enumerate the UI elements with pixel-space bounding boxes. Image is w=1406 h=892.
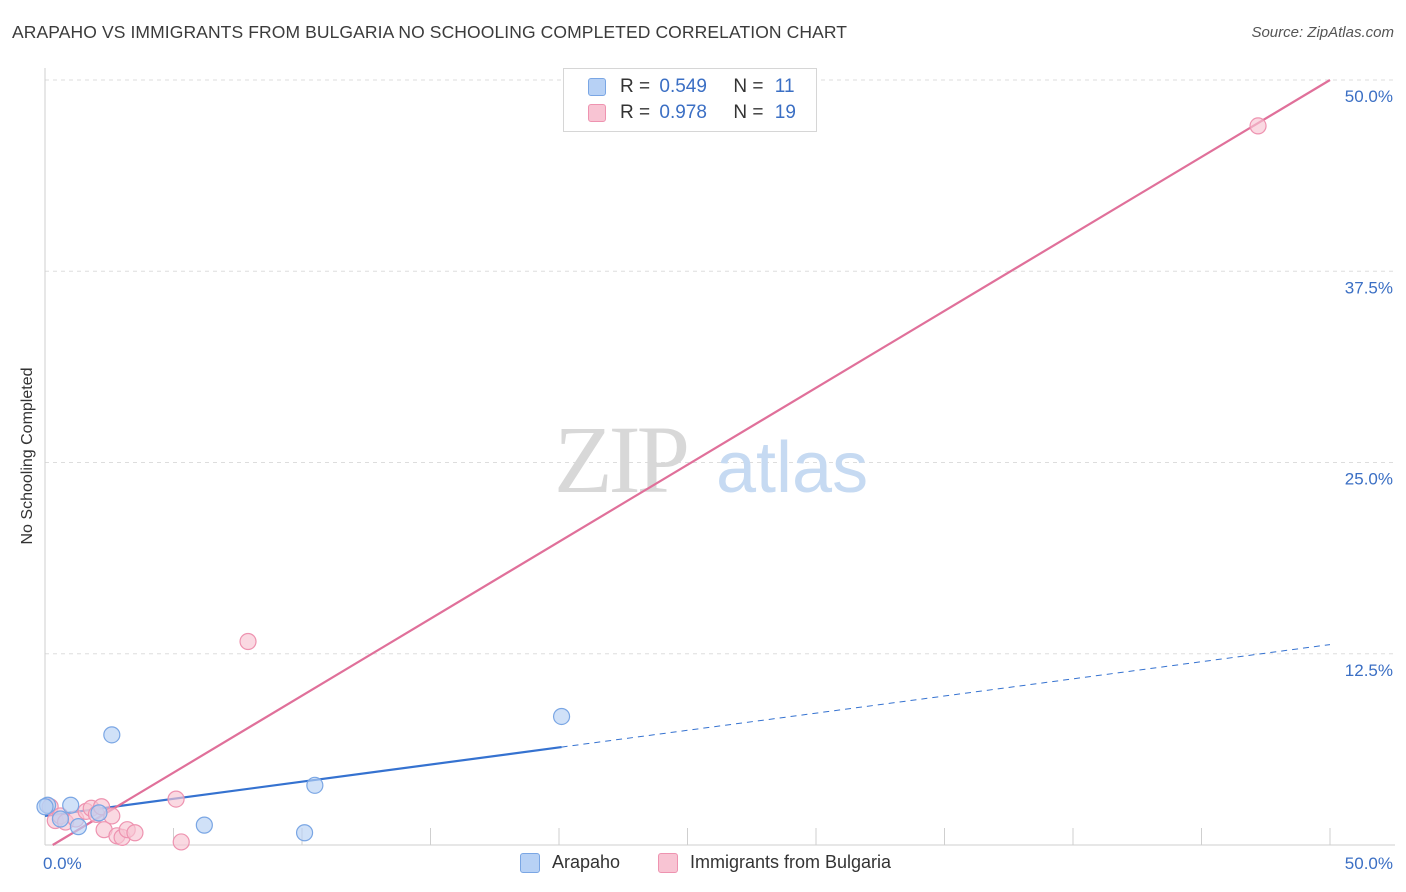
legend-row-bulgaria: R = 0.978 N = 19 <box>588 101 796 125</box>
arapaho-point <box>552 707 571 726</box>
legend-n-value: 19 <box>774 102 796 123</box>
stats-legend: R = 0.549 N = 11 R = 0.978 N = 19 <box>563 68 817 132</box>
bulgaria-swatch <box>588 104 606 122</box>
gridlines <box>45 79 1395 655</box>
x-tick-label-max: 50.0% <box>1345 854 1393 873</box>
watermark-zip: ZIP <box>554 406 687 513</box>
bulgaria-point <box>172 833 190 851</box>
arapaho-trend-extension <box>561 644 1331 748</box>
trend-lines <box>44 79 1331 846</box>
bulgaria-point <box>239 632 257 651</box>
legend-n-label: N = <box>733 102 764 123</box>
arapaho-point <box>36 798 54 816</box>
legend-r-value: 0.549 <box>659 76 707 97</box>
bottom-legend-arapaho[interactable]: Arapaho <box>520 852 620 873</box>
data-points <box>36 117 1267 851</box>
arapaho-point <box>306 776 324 794</box>
chart-title: ARAPAHO VS IMMIGRANTS FROM BULGARIA NO S… <box>12 22 848 42</box>
source-label: Source: ZipAtlas.com <box>1251 24 1394 41</box>
arapaho-legend-swatch <box>520 852 540 873</box>
legend-r-label: R = <box>620 76 651 97</box>
arapaho-point <box>51 810 70 828</box>
arapaho-swatch <box>588 78 606 96</box>
watermark: ZIP atlas <box>554 406 868 513</box>
legend-r-label: R = <box>620 102 651 123</box>
y-tick-label: 12.5% <box>1345 661 1393 680</box>
legend-n-label: N = <box>733 76 764 97</box>
arapaho-point <box>69 818 88 836</box>
x-tick-label-min: 0.0% <box>43 854 82 873</box>
bottom-legend-bulgaria[interactable]: Immigrants from Bulgaria <box>658 852 891 873</box>
y-tick-label: 37.5% <box>1345 278 1393 297</box>
bulgaria-point <box>126 824 144 842</box>
tick-labels: 12.5% 25.0% 37.5% 50.0% 0.0% 50.0% <box>43 87 1393 873</box>
y-tick-label: 50.0% <box>1345 87 1393 106</box>
bulgaria-legend-label: Immigrants from Bulgaria <box>690 852 892 872</box>
axes <box>44 68 1395 846</box>
bulgaria-point <box>1249 117 1267 135</box>
arapaho-legend-label: Arapaho <box>552 852 621 872</box>
bulgaria-trend-line <box>52 79 1331 846</box>
legend-row-arapaho: R = 0.549 N = 11 <box>588 75 795 99</box>
arapaho-point <box>103 726 121 744</box>
y-tick-label: 25.0% <box>1345 470 1393 489</box>
arapaho-point <box>90 804 108 822</box>
bulgaria-point <box>167 790 185 808</box>
watermark-atlas: atlas <box>716 428 868 508</box>
arapaho-point <box>195 816 213 834</box>
legend-r-value: 0.978 <box>659 102 707 123</box>
bulgaria-legend-swatch <box>658 852 678 873</box>
arapaho-trend-line <box>44 745 562 818</box>
arapaho-point <box>295 824 314 842</box>
arapaho-point <box>62 796 80 814</box>
legend-n-value: 11 <box>774 76 795 97</box>
